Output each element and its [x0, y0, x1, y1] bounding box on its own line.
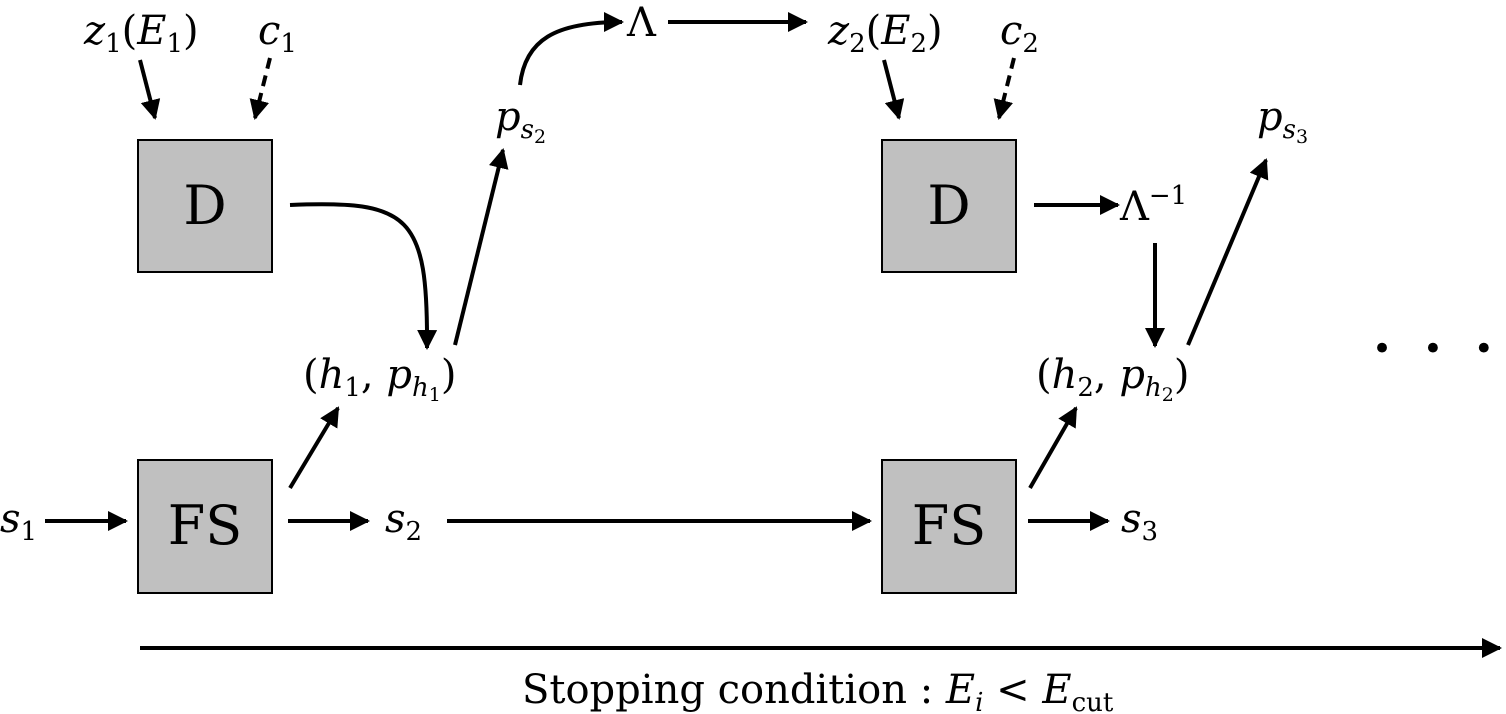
d-box-2-label: D	[927, 174, 970, 237]
label-lambda: Λ	[626, 0, 657, 46]
ellipsis: • • •	[1372, 329, 1504, 369]
d-box-1-label: D	[183, 174, 226, 237]
d-box-1: D	[137, 139, 273, 273]
label-s1: s1	[0, 496, 37, 547]
label-s3: s3	[1121, 496, 1158, 547]
fs-box-1-label: FS	[168, 494, 242, 557]
arrow-c1-to-d1	[249, 57, 272, 120]
label-c1: c1	[258, 8, 297, 59]
fs-box-2-label: FS	[912, 494, 986, 557]
label-h1-ph1: (h1, ph1)	[303, 352, 456, 406]
arrow-h1-to-ps2	[453, 148, 509, 346]
d-box-2: D	[881, 139, 1017, 273]
arrow-fs2-to-h2	[1028, 406, 1078, 489]
arrow-z1-to-d1	[138, 59, 161, 120]
label-ps3: ps3	[1257, 94, 1308, 148]
label-z2-e2: z2(E2)	[827, 8, 943, 59]
label-h2-ph2: (h2, ph2)	[1036, 352, 1189, 406]
arrow-h2-to-ps3	[1186, 158, 1269, 346]
arrow-ps2-to-lambda	[518, 12, 624, 86]
label-c2: c2	[1000, 8, 1039, 59]
fs-box-1: FS	[137, 459, 273, 594]
label-z1-e1: z1(E1)	[83, 8, 199, 59]
arrow-d1-to-h1	[289, 202, 438, 350]
arrow-c2-to-d2	[993, 57, 1016, 120]
fs-box-2: FS	[881, 459, 1017, 594]
arrow-z2-to-d2	[882, 59, 905, 120]
label-s2: s2	[385, 496, 422, 547]
label-lambda-inverse: Λ−1	[1119, 181, 1187, 230]
label-ps2: ps2	[495, 94, 546, 148]
caption-stopping-condition: Stopping condition : Ei < Ecut	[522, 667, 1114, 714]
arrow-fs1-to-h1	[288, 406, 340, 490]
